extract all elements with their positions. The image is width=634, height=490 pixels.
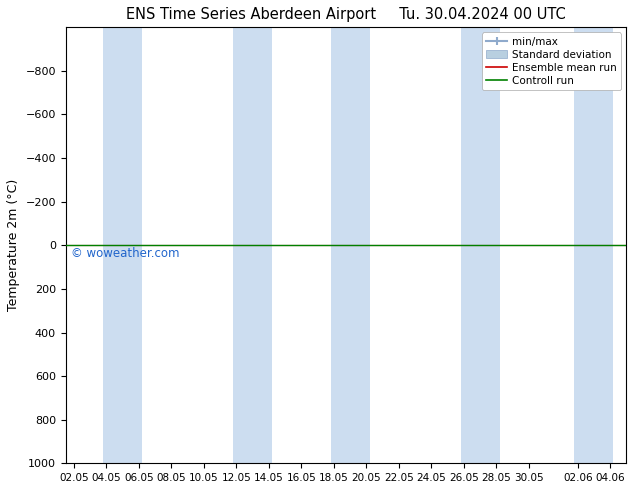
Title: ENS Time Series Aberdeen Airport     Tu. 30.04.2024 00 UTC: ENS Time Series Aberdeen Airport Tu. 30.… xyxy=(126,7,566,22)
Legend: min/max, Standard deviation, Ensemble mean run, Controll run: min/max, Standard deviation, Ensemble me… xyxy=(482,32,621,90)
Bar xyxy=(574,27,614,464)
Bar xyxy=(461,27,500,464)
Bar xyxy=(233,27,272,464)
Bar xyxy=(103,27,142,464)
Y-axis label: Temperature 2m (°C): Temperature 2m (°C) xyxy=(7,179,20,312)
Bar xyxy=(331,27,370,464)
Text: © woweather.com: © woweather.com xyxy=(72,247,180,261)
